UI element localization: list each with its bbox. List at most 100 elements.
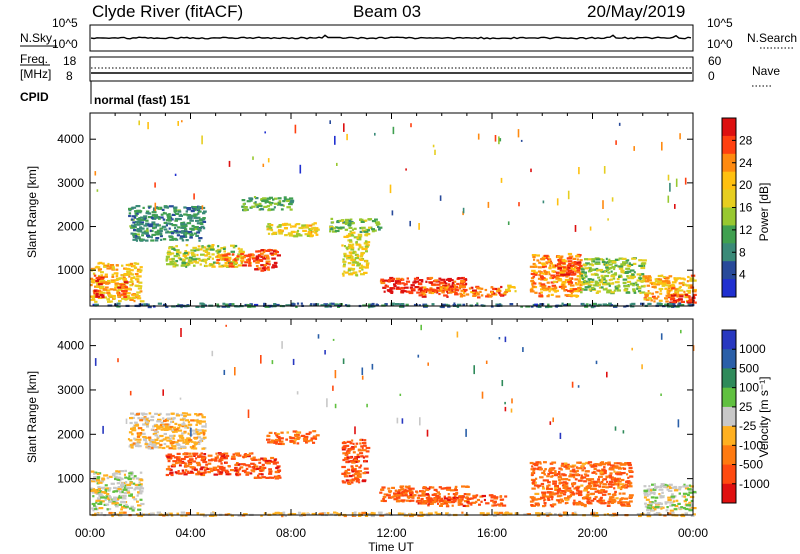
heatmap-cell (627, 476, 630, 479)
heatmap-cell (624, 288, 629, 291)
heatmap-cell (254, 268, 259, 271)
heatmap-cell (187, 460, 190, 463)
heatmap-cell (684, 283, 687, 286)
heatmap-cell (607, 461, 611, 464)
heatmap-cell (550, 281, 555, 284)
heatmap-cell (442, 289, 446, 292)
heatmap-cell (689, 495, 695, 499)
heatmap-cell (143, 437, 146, 441)
heatmap-cell (601, 276, 606, 279)
heatmap-cell (273, 232, 277, 235)
colorbar-swatch (722, 387, 736, 408)
heatmap-cell (631, 273, 635, 277)
heatmap-cell (138, 281, 143, 284)
heatmap-cell (261, 267, 266, 270)
heatmap-cell (181, 457, 186, 461)
heatmap-cell (403, 290, 407, 293)
heatmap-cell (177, 446, 181, 450)
heatmap-cell (560, 287, 566, 290)
heatmap-cell (202, 436, 207, 439)
heatmap-cell (475, 304, 479, 307)
heatmap-cell (382, 286, 387, 289)
heatmap-cell (504, 512, 509, 515)
heatmap-cell (443, 487, 448, 490)
time-tick-labels: 00:00 04:00 08:00 12:00 16:00 20:00 00:00 (75, 526, 708, 540)
heatmap-cell (558, 479, 561, 482)
heatmap-cell (441, 291, 445, 294)
heatmap-cell (370, 228, 375, 231)
heatmap-cell (544, 468, 547, 471)
heatmap-cell (554, 290, 558, 293)
heatmap-cell (174, 422, 178, 425)
heatmap-cell (124, 481, 128, 484)
heatmap-cell (130, 507, 136, 510)
heatmap-cell (192, 445, 195, 448)
heatmap-cell (542, 485, 545, 488)
heatmap-cell (166, 263, 171, 266)
heatmap-cell (451, 288, 453, 291)
heatmap-cell (573, 499, 576, 502)
heatmap-cell (540, 496, 545, 499)
heatmap-cell (336, 512, 339, 515)
heatmap-cell (103, 503, 107, 506)
heatmap-cell (570, 473, 576, 476)
heatmap-cell (180, 264, 185, 267)
heatmap-cell (447, 277, 452, 281)
colorbar-tick-label: -1000 (739, 477, 770, 491)
heatmap-cell (136, 435, 141, 438)
heatmap-cell (198, 413, 203, 416)
heatmap-cell (120, 486, 124, 489)
heatmap-cell (277, 201, 282, 204)
heatmap-cell (555, 280, 559, 284)
heatmap-cell (616, 278, 620, 281)
heatmap-cell (661, 141, 663, 151)
heatmap-cell (96, 512, 99, 515)
heatmap-cell (584, 258, 588, 261)
heatmap-cell (192, 246, 197, 249)
heatmap-cell (547, 305, 553, 308)
heatmap-cell (471, 501, 477, 504)
heatmap-cell (134, 233, 137, 236)
heatmap-cell (549, 276, 555, 280)
heatmap-cell (184, 438, 190, 441)
colorbar-swatch (722, 279, 736, 298)
heatmap-cell (568, 475, 573, 478)
heatmap-cell (342, 221, 346, 224)
heatmap-cell (260, 255, 263, 258)
heatmap-cell (654, 280, 660, 283)
heatmap-cell (262, 257, 267, 260)
heatmap-cell (613, 487, 616, 490)
heatmap-cell (174, 263, 178, 266)
heatmap-cell (165, 426, 170, 429)
heatmap-cell (576, 288, 580, 291)
heatmap-cell (599, 483, 602, 486)
heatmap-cell (692, 490, 697, 494)
heatmap-cell (250, 462, 255, 465)
heatmap-cell (159, 235, 163, 238)
heatmap-cell (103, 265, 107, 268)
heatmap-cell (674, 290, 679, 293)
heatmap-cell (452, 304, 456, 307)
heatmap-cell (208, 255, 212, 259)
heatmap-cell (174, 430, 178, 433)
heatmap-cell (535, 477, 538, 480)
heatmap-cell (543, 278, 548, 281)
heatmap-cell (582, 263, 587, 266)
heatmap-cell (529, 288, 534, 291)
heatmap-cell (292, 358, 295, 365)
heatmap-cell (224, 303, 229, 306)
heatmap-cell (446, 501, 452, 504)
heatmap-cell (684, 177, 687, 185)
heatmap-cell (106, 264, 110, 267)
heatmap-cell (605, 486, 609, 489)
heatmap-cell (172, 246, 175, 249)
heatmap-cell (342, 458, 345, 462)
heatmap-cell (610, 483, 615, 486)
heatmap-cell (676, 295, 681, 298)
time-axis-label: Time UT (368, 540, 414, 554)
heatmap-cell (255, 265, 259, 268)
heatmap-cell (484, 288, 488, 292)
heatmap-cell (312, 226, 316, 229)
heatmap-cell (173, 428, 178, 432)
heatmap-cell (358, 514, 362, 517)
